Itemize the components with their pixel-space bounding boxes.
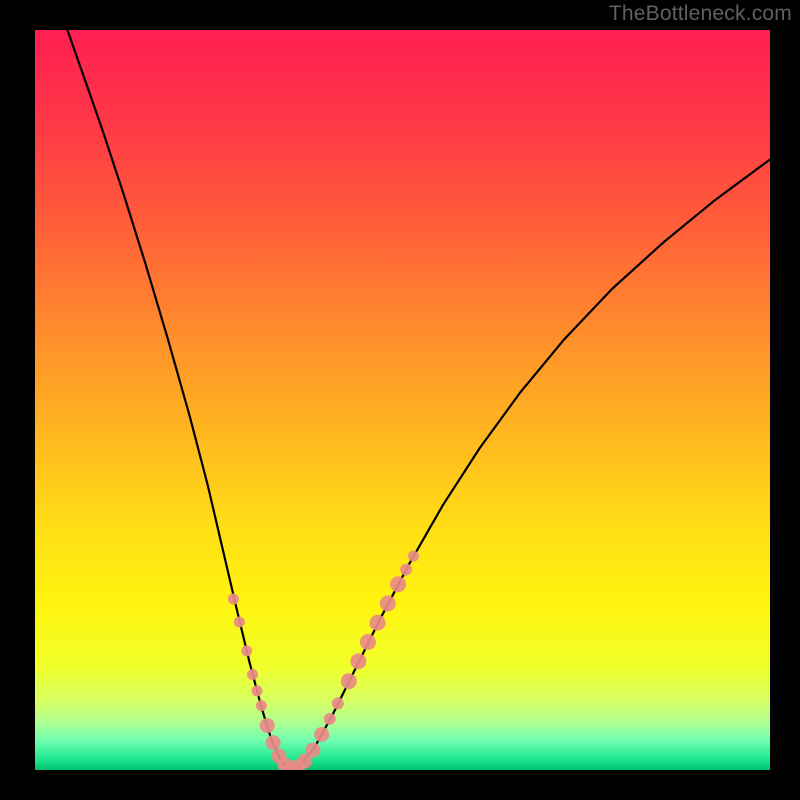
plot-area [35, 30, 770, 770]
chart-svg [35, 30, 770, 770]
chart-container: TheBottleneck.com [0, 0, 800, 800]
watermark-text: TheBottleneck.com [609, 2, 792, 26]
